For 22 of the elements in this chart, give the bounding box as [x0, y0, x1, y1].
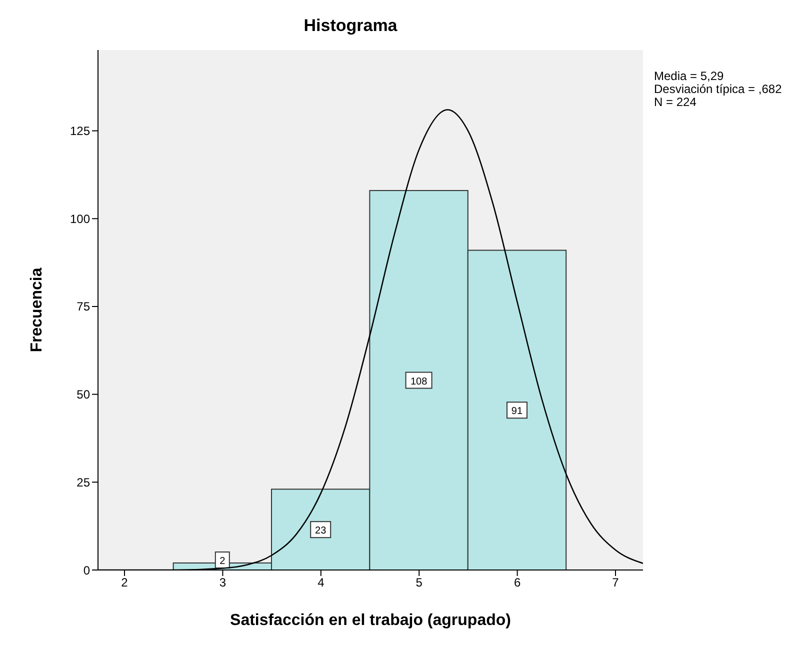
- x-tick-label: 6: [514, 576, 521, 590]
- y-axis-title: Frecuencia: [28, 268, 46, 352]
- text: Media = 5,29: [654, 69, 725, 83]
- x-tick-label: 3: [219, 576, 226, 590]
- x-tick-label: 7: [612, 576, 620, 590]
- y-tick-label: 50: [76, 388, 90, 402]
- y-tick-label: 75: [76, 300, 90, 314]
- chart-title: Histograma: [302, 16, 398, 36]
- y-tick-label: 0: [83, 563, 90, 578]
- text: Desviación típica = ,682: [654, 82, 782, 96]
- data-label: 2: [220, 556, 226, 567]
- x-tick-label: 5: [416, 576, 423, 590]
- data-label: 108: [410, 376, 428, 388]
- y-tick-label: 25: [76, 475, 90, 490]
- x-axis-title: Satisfacción en el trabajo (agrupado): [230, 612, 511, 629]
- x-tick-label: 2: [121, 576, 128, 590]
- y-tick-label: 100: [70, 212, 90, 226]
- y-tick-label: 125: [70, 124, 90, 138]
- data-label: 91: [511, 406, 523, 418]
- x-tick-label: 4: [318, 576, 325, 590]
- text: N = 224: [654, 95, 698, 109]
- data-label: 23: [315, 526, 327, 537]
